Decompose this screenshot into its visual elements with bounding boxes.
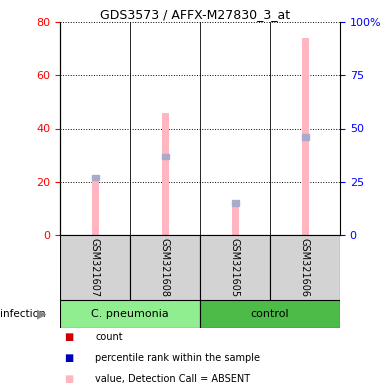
Text: infection: infection (0, 309, 46, 319)
Bar (232, 203, 239, 235)
Text: ■: ■ (64, 374, 73, 384)
Text: GSM321605: GSM321605 (230, 238, 240, 297)
Text: control: control (251, 309, 289, 319)
Text: ■: ■ (64, 332, 73, 342)
Bar (200, 300, 340, 328)
Bar (161, 154, 168, 159)
Bar (60, 300, 200, 328)
Bar (92, 176, 99, 235)
Text: C. pneumonia: C. pneumonia (91, 309, 169, 319)
Bar (232, 200, 239, 205)
Bar (301, 134, 308, 139)
Text: percentile rank within the sample: percentile rank within the sample (95, 353, 260, 363)
Text: ■: ■ (64, 353, 73, 363)
Bar (161, 113, 168, 235)
Bar (200, 235, 270, 300)
Bar (301, 38, 308, 235)
Bar (92, 175, 99, 180)
Text: ▶: ▶ (37, 308, 46, 321)
Text: GSM321608: GSM321608 (160, 238, 170, 297)
Text: GDS3573 / AFFX-M27830_3_at: GDS3573 / AFFX-M27830_3_at (100, 8, 290, 22)
Text: value, Detection Call = ABSENT: value, Detection Call = ABSENT (95, 374, 250, 384)
Bar (270, 235, 340, 300)
Text: count: count (95, 332, 123, 342)
Bar (60, 235, 130, 300)
Text: GSM321606: GSM321606 (300, 238, 310, 297)
Text: GSM321607: GSM321607 (90, 238, 100, 297)
Bar (130, 235, 200, 300)
